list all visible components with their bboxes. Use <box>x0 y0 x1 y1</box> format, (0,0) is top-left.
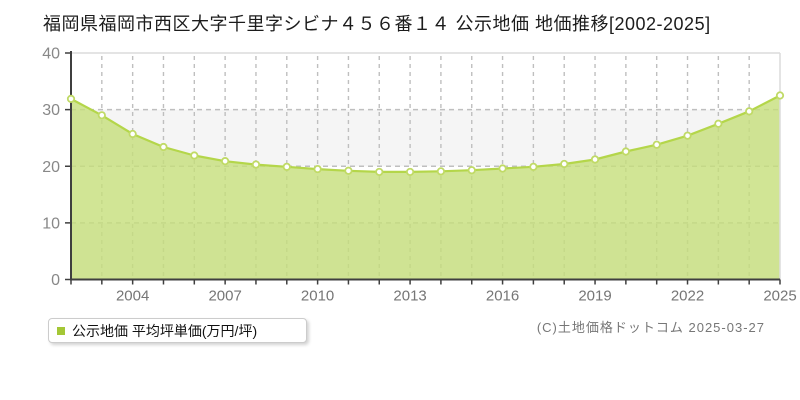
x-tick-label: 2016 <box>486 288 519 305</box>
y-tick-label: 40 <box>42 46 60 63</box>
data-point <box>529 162 538 171</box>
data-point <box>714 119 723 128</box>
legend-box: 公示地価 平均坪単価(万円/坪) <box>48 318 307 343</box>
data-point <box>498 164 507 173</box>
y-tick-label: 20 <box>42 159 60 176</box>
x-tick-label: 2022 <box>671 288 704 305</box>
price-area <box>71 95 780 280</box>
y-tick-label: 0 <box>51 272 60 289</box>
x-tick-label: 2025 <box>763 288 796 305</box>
x-tick-label: 2013 <box>393 288 426 305</box>
page-title: 福岡県福岡市西区大字千里字シビナ４５６番１４ 公示地価 地価推移[2002-20… <box>43 14 711 34</box>
data-point <box>375 167 384 177</box>
data-point <box>190 151 199 160</box>
data-point <box>251 160 261 169</box>
price-line <box>70 94 781 173</box>
legend-label: 公示地価 平均坪単価(万円/坪) <box>72 322 258 339</box>
data-point <box>683 131 692 140</box>
data-point <box>66 94 76 103</box>
data-point <box>775 91 785 100</box>
copyright-credit: (C)土地価格ドットコム 2025-03-27 <box>536 320 765 335</box>
data-point <box>128 129 137 139</box>
data-point <box>313 164 322 174</box>
data-point <box>621 147 630 156</box>
data-point <box>652 140 661 149</box>
data-point <box>436 167 446 176</box>
data-point <box>405 167 415 177</box>
data-point <box>467 166 476 175</box>
data-point <box>560 159 569 169</box>
data-point <box>97 111 106 120</box>
data-point <box>344 166 353 175</box>
data-point <box>282 162 291 171</box>
land-price-trend-chart: 0 10 20 30 40 2004 2007 2010 2013 2016 2019 2022 202… <box>42 46 796 305</box>
legend-marker-icon <box>57 326 65 335</box>
x-tick-label: 2010 <box>301 288 334 305</box>
x-tick-label: 2007 <box>208 288 241 305</box>
data-point <box>221 157 230 166</box>
y-tick-label: 10 <box>42 215 60 232</box>
data-point <box>745 107 754 116</box>
data-point <box>159 142 168 152</box>
y-tick-label: 30 <box>42 102 60 119</box>
x-tick-label: 2004 <box>116 288 149 305</box>
x-tick-label: 2019 <box>578 288 611 305</box>
data-point <box>590 155 600 164</box>
